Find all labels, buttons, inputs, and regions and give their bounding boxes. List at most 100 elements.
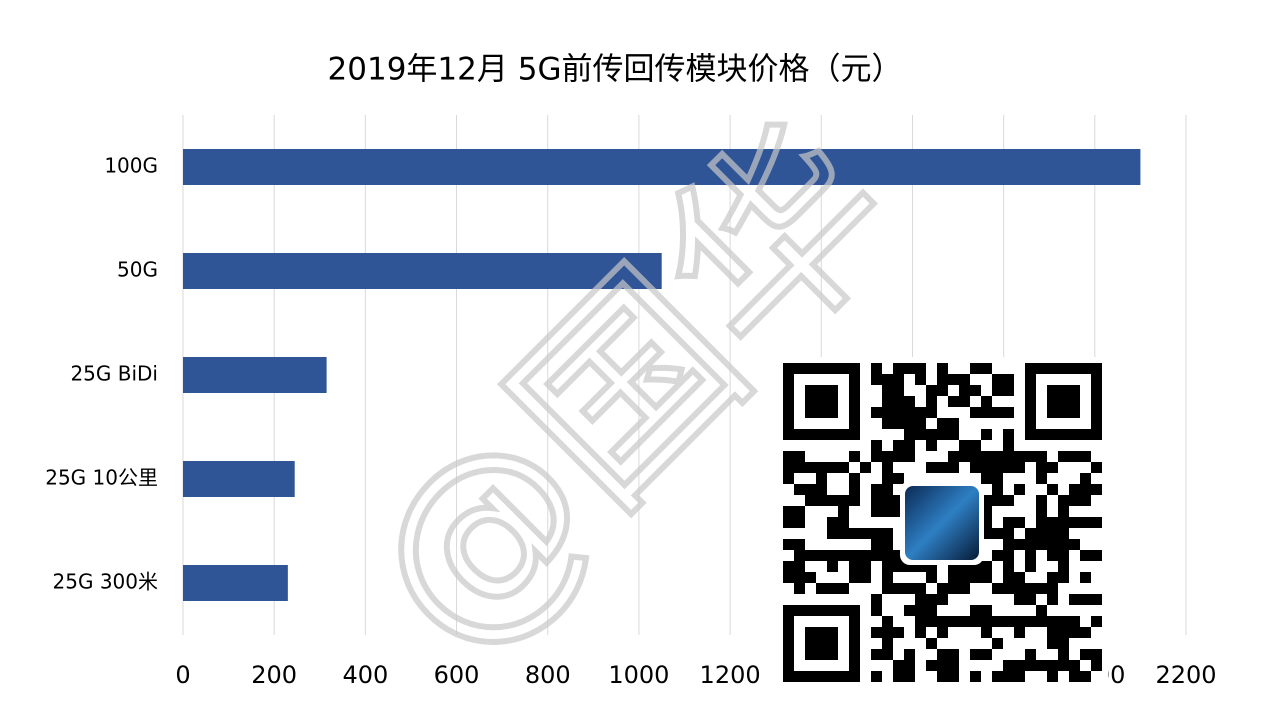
qr-module: [783, 506, 794, 517]
bars: [183, 149, 1141, 601]
qr-module: [1036, 583, 1047, 594]
qr-module: [827, 583, 838, 594]
qr-module: [1091, 660, 1102, 671]
qr-module: [992, 550, 1003, 561]
qr-module: [1025, 407, 1036, 418]
qr-module: [970, 462, 981, 473]
qr-module: [915, 363, 926, 374]
qr-module: [926, 561, 937, 572]
qr-module: [992, 484, 1003, 495]
qr-module: [1047, 407, 1058, 418]
qr-module: [981, 451, 992, 462]
qr-module: [783, 396, 794, 407]
qr-module: [1003, 374, 1014, 385]
qr-module: [948, 583, 959, 594]
qr-module: [827, 605, 838, 616]
qr-module: [893, 671, 904, 682]
qr-module: [882, 528, 893, 539]
qr-module: [959, 396, 970, 407]
qr-module: [1025, 429, 1036, 440]
qr-module: [992, 616, 1003, 627]
qr-module: [1025, 660, 1036, 671]
qr-module: [882, 539, 893, 550]
y-tick-label: 100G: [104, 154, 158, 178]
qr-module: [871, 528, 882, 539]
qr-module: [893, 418, 904, 429]
qr-module: [981, 495, 992, 506]
qr-module: [882, 396, 893, 407]
qr-module: [1003, 451, 1014, 462]
qr-module: [783, 561, 794, 572]
qr-module: [1047, 528, 1058, 539]
qr-module: [1091, 363, 1102, 374]
qr-module: [827, 638, 838, 649]
qr-module: [1058, 429, 1069, 440]
qr-module: [1080, 594, 1091, 605]
qr-module: [959, 561, 970, 572]
qr-module: [1003, 517, 1014, 528]
qr-module: [1036, 528, 1047, 539]
qr-module: [783, 627, 794, 638]
qr-module: [860, 572, 871, 583]
qr-module: [871, 506, 882, 517]
qr-module: [1014, 583, 1025, 594]
qr-module: [882, 462, 893, 473]
qr-module: [1058, 528, 1069, 539]
qr-module: [1003, 539, 1014, 550]
qr-module: [981, 561, 992, 572]
qr-module: [1047, 660, 1058, 671]
qr-module: [948, 561, 959, 572]
qr-module: [871, 407, 882, 418]
qr-module: [805, 407, 816, 418]
qr-module: [816, 484, 827, 495]
qr-module: [981, 506, 992, 517]
qr-module: [783, 539, 794, 550]
qr-module: [1025, 451, 1036, 462]
qr-module: [882, 550, 893, 561]
qr-module: [1036, 605, 1047, 616]
qr-module: [871, 627, 882, 638]
qr-module: [893, 385, 904, 396]
qr-module: [805, 649, 816, 660]
qr-module: [904, 407, 915, 418]
qr-module: [882, 616, 893, 627]
qr-module: [805, 671, 816, 682]
qr-module: [1058, 495, 1069, 506]
qr-module: [882, 385, 893, 396]
qr-module: [970, 385, 981, 396]
qr-module: [992, 495, 1003, 506]
qr-module: [849, 418, 860, 429]
qr-module: [1003, 407, 1014, 418]
bar: [183, 253, 662, 289]
qr-module: [893, 550, 904, 561]
qr-module: [959, 440, 970, 451]
qr-module: [1091, 484, 1102, 495]
qr-module: [816, 627, 827, 638]
qr-module: [816, 385, 827, 396]
qr-module: [882, 451, 893, 462]
qr-module: [904, 561, 915, 572]
qr-module: [981, 473, 992, 484]
qr-module: [827, 363, 838, 374]
qr-module: [992, 473, 1003, 484]
qr-module: [893, 561, 904, 572]
qr-module: [1058, 649, 1069, 660]
x-tick-label: 1200: [700, 661, 761, 689]
qr-module: [1058, 539, 1069, 550]
qr-module: [926, 605, 937, 616]
qr-module: [1025, 561, 1036, 572]
qr-module: [827, 550, 838, 561]
qr-module: [838, 495, 849, 506]
qr-module: [827, 649, 838, 660]
qr-module: [1080, 517, 1091, 528]
qr-module: [1058, 506, 1069, 517]
qr-module: [1058, 517, 1069, 528]
qr-module: [860, 550, 871, 561]
qr-module: [1036, 539, 1047, 550]
bar: [183, 357, 327, 393]
qr-module: [926, 440, 937, 451]
qr-module: [904, 363, 915, 374]
qr-module: [1047, 583, 1058, 594]
qr-module: [926, 385, 937, 396]
qr-module: [981, 396, 992, 407]
